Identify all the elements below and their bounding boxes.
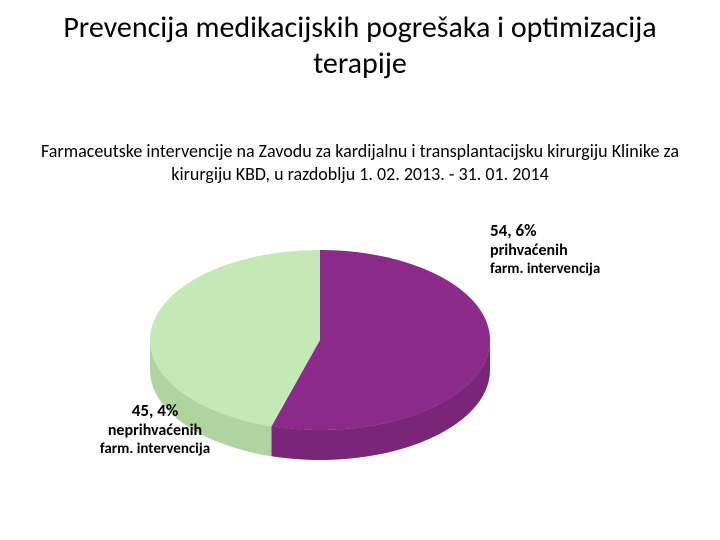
slide-subtitle: Farmaceutske intervencije na Zavodu za k… [10,140,710,185]
label-notaccepted-line1: neprihvaćenih [60,421,250,440]
label-notaccepted: 45, 4% neprihvaćenih farm. intervencija [60,400,250,458]
slide: Prevencija medikacijskih pogrešaka i opt… [0,0,720,540]
label-notaccepted-pct: 45, 4% [60,400,250,421]
label-accepted-line2: farm. intervencija [490,260,680,278]
label-accepted-pct: 54, 6% [490,220,680,241]
pie-chart-svg [150,220,510,500]
pie-chart: 54, 6% prihvaćenih farm. intervencija 45… [60,220,660,520]
label-accepted: 54, 6% prihvaćenih farm. intervencija [490,220,680,278]
label-notaccepted-line2: farm. intervencija [60,440,250,458]
label-accepted-line1: prihvaćenih [490,241,680,260]
slide-title: Prevencija medikacijskih pogrešaka i opt… [30,10,690,82]
